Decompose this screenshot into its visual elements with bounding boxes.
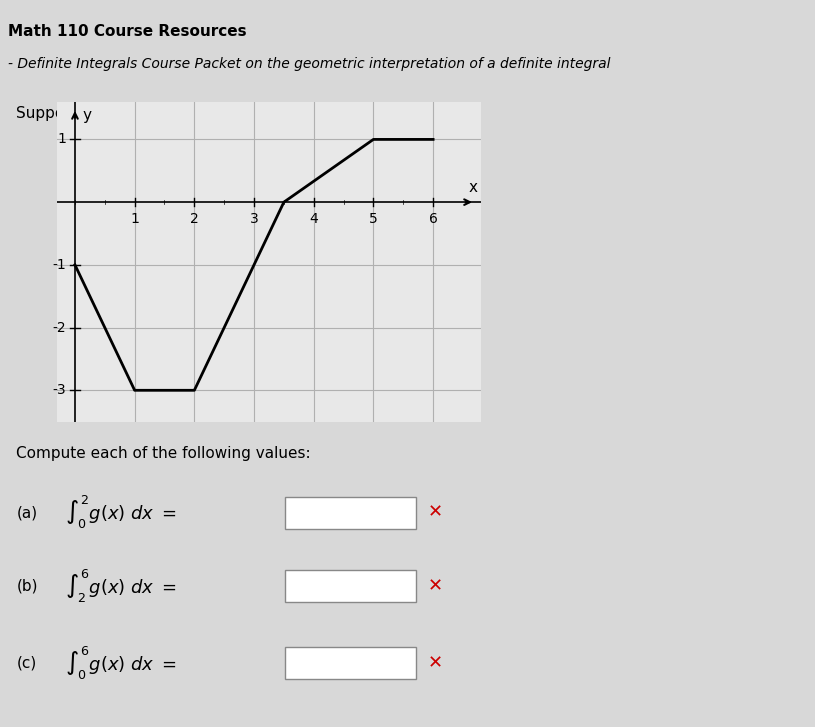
Text: (c): (c): [16, 656, 37, 670]
Text: 2: 2: [190, 212, 199, 225]
Text: Suppose g(x) is given by the following graph.: Suppose g(x) is given by the following g…: [16, 106, 363, 121]
Text: y: y: [82, 108, 91, 123]
Text: 6: 6: [429, 212, 438, 225]
Text: Math 110 Course Resources: Math 110 Course Resources: [8, 25, 247, 39]
Text: ✕: ✕: [428, 577, 443, 595]
Text: -1: -1: [52, 258, 66, 272]
Text: 5: 5: [369, 212, 378, 225]
Text: -3: -3: [52, 383, 66, 397]
FancyBboxPatch shape: [285, 647, 416, 679]
Text: (b): (b): [16, 579, 37, 594]
FancyBboxPatch shape: [285, 497, 416, 529]
Text: (a): (a): [16, 505, 37, 521]
Text: 1: 1: [57, 132, 66, 146]
FancyBboxPatch shape: [285, 570, 416, 602]
Text: x: x: [469, 180, 478, 195]
Text: -2: -2: [52, 321, 66, 334]
Text: $\int_0^2 g(x)\ dx\ =$: $\int_0^2 g(x)\ dx\ =$: [65, 494, 178, 531]
Text: $\int_2^6 g(x)\ dx\ =$: $\int_2^6 g(x)\ dx\ =$: [65, 568, 178, 605]
Text: ✕: ✕: [428, 654, 443, 672]
Text: 3: 3: [249, 212, 258, 225]
Text: 1: 1: [130, 212, 139, 225]
Text: Compute each of the following values:: Compute each of the following values:: [16, 446, 311, 460]
Text: 4: 4: [310, 212, 318, 225]
Text: ✕: ✕: [428, 504, 443, 522]
Text: $\int_0^6 g(x)\ dx\ =$: $\int_0^6 g(x)\ dx\ =$: [65, 644, 178, 682]
Text: - Definite Integrals Course Packet on the geometric interpretation of a definite: - Definite Integrals Course Packet on th…: [8, 57, 610, 71]
